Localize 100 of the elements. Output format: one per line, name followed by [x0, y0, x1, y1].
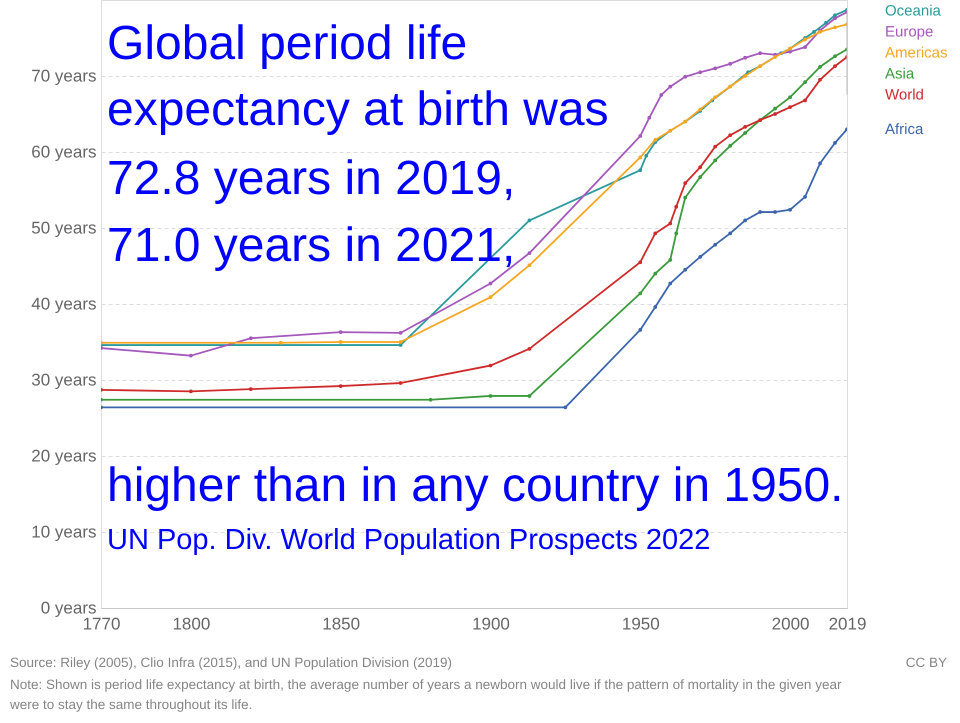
point: [698, 70, 702, 74]
point: [668, 258, 672, 262]
point: [824, 20, 828, 25]
point: [698, 175, 702, 179]
point: [833, 13, 837, 18]
point: [638, 291, 642, 296]
point: [773, 55, 777, 59]
x-tick-label: 1770: [82, 614, 120, 634]
source-note: Source: Riley (2005), Clio Infra (2015), and UN Population Division (2019): [10, 655, 452, 670]
point: [564, 405, 568, 410]
point: [803, 80, 807, 84]
text: UN Pop. Div. World Population Prospects 2022: [107, 524, 710, 556]
point: [713, 95, 718, 100]
point: [743, 56, 748, 60]
y-tick-label: 70 years: [31, 66, 96, 86]
point: [818, 65, 822, 69]
point: [773, 210, 777, 214]
x-tick-label: 1850: [322, 614, 360, 634]
point: [833, 16, 837, 20]
point: [683, 74, 688, 79]
point: [653, 231, 658, 236]
point: [638, 260, 642, 264]
point: [833, 141, 837, 145]
point: [428, 398, 432, 402]
text: Oceania: [885, 2, 942, 20]
point: [647, 116, 652, 120]
point: [528, 218, 532, 222]
point: [398, 381, 402, 385]
point: [713, 66, 718, 70]
point: [833, 25, 837, 30]
point: [713, 242, 718, 247]
point: [728, 144, 732, 148]
point: [644, 154, 648, 158]
point: [638, 328, 642, 332]
point: [683, 181, 688, 186]
point: [528, 346, 532, 351]
point: [713, 158, 718, 162]
point: [488, 282, 492, 286]
point: [668, 84, 672, 89]
point: [743, 74, 748, 78]
point: [338, 330, 343, 334]
point: [803, 98, 807, 102]
point: [638, 168, 642, 172]
y-tick-label: 60 years: [31, 142, 96, 162]
point: [743, 131, 748, 135]
x-tick-label: 2000: [772, 614, 810, 634]
point: [668, 282, 672, 286]
point: [638, 155, 642, 160]
point: [248, 387, 253, 391]
text: Note: Shown is period life expectancy at birth, the average number of years a newborn would live if the pattern of mortality in the given year were to stay the same throughout its life.: [9, 677, 842, 712]
point: [833, 64, 837, 68]
text: Asia: [885, 66, 915, 82]
point: [698, 255, 702, 259]
x-tick-label: 1950: [622, 614, 660, 634]
point: [788, 50, 792, 54]
point: [488, 394, 492, 398]
point: [528, 251, 532, 255]
point: [698, 165, 702, 170]
point: [758, 51, 762, 56]
y-tick-label: 50 years: [31, 218, 96, 238]
point: [338, 340, 343, 344]
point: [728, 133, 732, 138]
point: [743, 218, 748, 222]
point: [743, 125, 748, 129]
text: World: [885, 86, 924, 104]
point: [653, 138, 658, 142]
text: Americas: [885, 44, 948, 62]
point: [683, 196, 688, 200]
x-tick-label: 2019: [828, 614, 866, 634]
point: [674, 231, 678, 236]
x-tick-label: 1800: [172, 614, 210, 634]
point: [683, 268, 688, 272]
y-tick-label: 0 years: [40, 598, 96, 618]
x-tick-label: 1900: [472, 614, 510, 634]
point: [788, 208, 792, 212]
point: [812, 30, 816, 34]
point: [488, 364, 492, 368]
point: [398, 331, 402, 335]
text: Africa: [885, 121, 924, 138]
point: [803, 45, 807, 49]
point: [653, 305, 658, 309]
point: [713, 144, 718, 149]
point: [248, 336, 253, 340]
point: [653, 272, 658, 276]
text: Europe: [885, 24, 934, 40]
y-tick-label: 40 years: [31, 294, 96, 314]
point: [189, 354, 193, 358]
point: [528, 263, 532, 268]
point: [659, 93, 664, 97]
point: [338, 384, 343, 388]
y-tick-label: 10 years: [31, 522, 96, 542]
y-tick-label: 30 years: [31, 370, 96, 390]
y-tick-label: 20 years: [31, 446, 96, 466]
point: [803, 194, 807, 199]
point: [773, 106, 777, 111]
point: [488, 295, 492, 300]
point: [398, 343, 402, 347]
point: [728, 231, 732, 236]
point: [189, 390, 193, 394]
point: [788, 105, 792, 110]
